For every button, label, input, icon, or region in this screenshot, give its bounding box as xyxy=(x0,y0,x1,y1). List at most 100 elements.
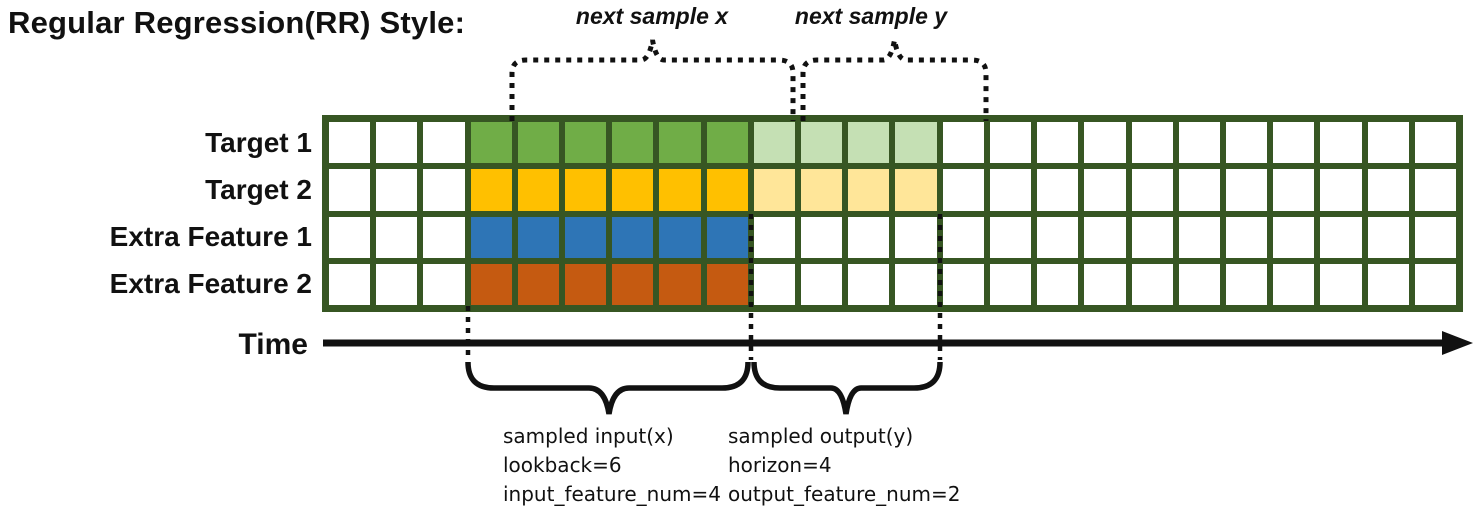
grid-cell xyxy=(1084,263,1126,305)
grid-cell xyxy=(612,169,654,211)
grid-cell xyxy=(1367,169,1409,211)
grid-cell xyxy=(942,122,984,164)
grid-cell xyxy=(848,263,890,305)
grid-cell xyxy=(329,263,371,305)
sampled-input-brace xyxy=(465,361,751,415)
sampled-input-annotation: sampled input(x) lookback=6 input_featur… xyxy=(503,422,721,509)
sample-grid xyxy=(322,115,1463,312)
grid-cell xyxy=(376,263,418,305)
grid-cell xyxy=(1320,122,1362,164)
grid-cell xyxy=(1414,263,1456,305)
row-label: Extra Feature 2 xyxy=(109,268,312,300)
input-feature-num-line: input_feature_num=4 xyxy=(503,482,721,506)
grid-cell xyxy=(801,263,843,305)
grid-cell xyxy=(517,169,560,211)
grid-cell xyxy=(1320,216,1362,258)
grid-cell xyxy=(470,216,512,258)
grid-cell xyxy=(376,216,418,258)
grid-cell xyxy=(1320,169,1362,211)
sampled-output-annotation: sampled output(y) horizon=4 output_featu… xyxy=(728,422,961,509)
row-label: Target 2 xyxy=(205,173,312,205)
time-arrow-head xyxy=(1442,331,1473,355)
grid-cell xyxy=(470,122,512,164)
grid-cell xyxy=(1367,122,1409,164)
grid-cell xyxy=(1131,216,1173,258)
grid-cell xyxy=(329,122,371,164)
grid-cell xyxy=(753,122,796,164)
grid-cell xyxy=(1084,169,1126,211)
grid-cell xyxy=(1037,216,1079,258)
grid-cell xyxy=(989,263,1032,305)
grid-cell xyxy=(706,263,748,305)
next-sample-x-brace xyxy=(509,39,796,121)
grid-cell xyxy=(848,122,890,164)
grid-cell xyxy=(612,122,654,164)
grid-cell xyxy=(1178,263,1220,305)
grid-cell xyxy=(659,169,701,211)
grid-cell xyxy=(565,216,607,258)
grid-cell xyxy=(895,169,937,211)
grid-cell xyxy=(989,169,1032,211)
grid-cell xyxy=(1414,169,1456,211)
grid-cell xyxy=(470,263,512,305)
grid-cell xyxy=(1273,122,1315,164)
grid-cell xyxy=(1320,263,1362,305)
grid-cell xyxy=(517,122,560,164)
grid-cell xyxy=(659,263,701,305)
grid-cell xyxy=(1367,216,1409,258)
grid-cell xyxy=(612,263,654,305)
grid-cell xyxy=(848,169,890,211)
grid-cell xyxy=(1225,263,1268,305)
grid-cell xyxy=(1225,169,1268,211)
grid-cell xyxy=(612,216,654,258)
horizon-line: horizon=4 xyxy=(728,453,832,477)
grid-cell xyxy=(895,216,937,258)
grid-cell xyxy=(848,216,890,258)
grid-cell xyxy=(801,169,843,211)
grid-cell xyxy=(659,122,701,164)
grid-cell xyxy=(1131,263,1173,305)
lookback-line: lookback=6 xyxy=(503,453,622,477)
grid-cell xyxy=(1367,263,1409,305)
grid-cell xyxy=(753,263,796,305)
grid-cell xyxy=(1225,122,1268,164)
row-label: Target 1 xyxy=(205,126,312,158)
grid-cell xyxy=(1131,169,1173,211)
grid-cell xyxy=(470,169,512,211)
output-feature-num-line: output_feature_num=2 xyxy=(728,482,961,506)
next-sample-x-label: next sample x xyxy=(575,3,729,29)
grid-cell xyxy=(801,216,843,258)
grid-cell xyxy=(942,216,984,258)
grid-cell xyxy=(423,263,465,305)
row-label: Extra Feature 1 xyxy=(109,221,312,253)
grid-cell xyxy=(565,122,607,164)
grid-cell xyxy=(706,216,748,258)
grid-cell xyxy=(706,169,748,211)
grid-cell xyxy=(565,263,607,305)
grid-cell xyxy=(942,263,984,305)
grid-cell xyxy=(1225,216,1268,258)
page-title: Regular Regression(RR) Style: xyxy=(8,5,466,40)
sampled-input-line: sampled input(x) xyxy=(503,424,674,448)
grid-cell xyxy=(1084,216,1126,258)
grid-cell xyxy=(1131,122,1173,164)
next-sample-y-brace xyxy=(800,39,989,121)
grid-cell xyxy=(1037,263,1079,305)
grid-cell xyxy=(989,216,1032,258)
sampled-output-brace xyxy=(751,361,943,415)
grid-cell xyxy=(1178,216,1220,258)
grid-cell xyxy=(753,216,796,258)
next-sample-y-label: next sample y xyxy=(794,3,948,29)
grid-cell xyxy=(329,169,371,211)
grid-cell xyxy=(517,263,560,305)
grid-cell xyxy=(895,122,937,164)
grid-cell xyxy=(753,169,796,211)
grid-cell xyxy=(423,122,465,164)
grid-cell xyxy=(423,169,465,211)
grid-cell xyxy=(329,216,371,258)
grid-cell xyxy=(1273,216,1315,258)
grid-cell xyxy=(1273,263,1315,305)
grid-cell xyxy=(1037,169,1079,211)
grid-cell xyxy=(1178,122,1220,164)
